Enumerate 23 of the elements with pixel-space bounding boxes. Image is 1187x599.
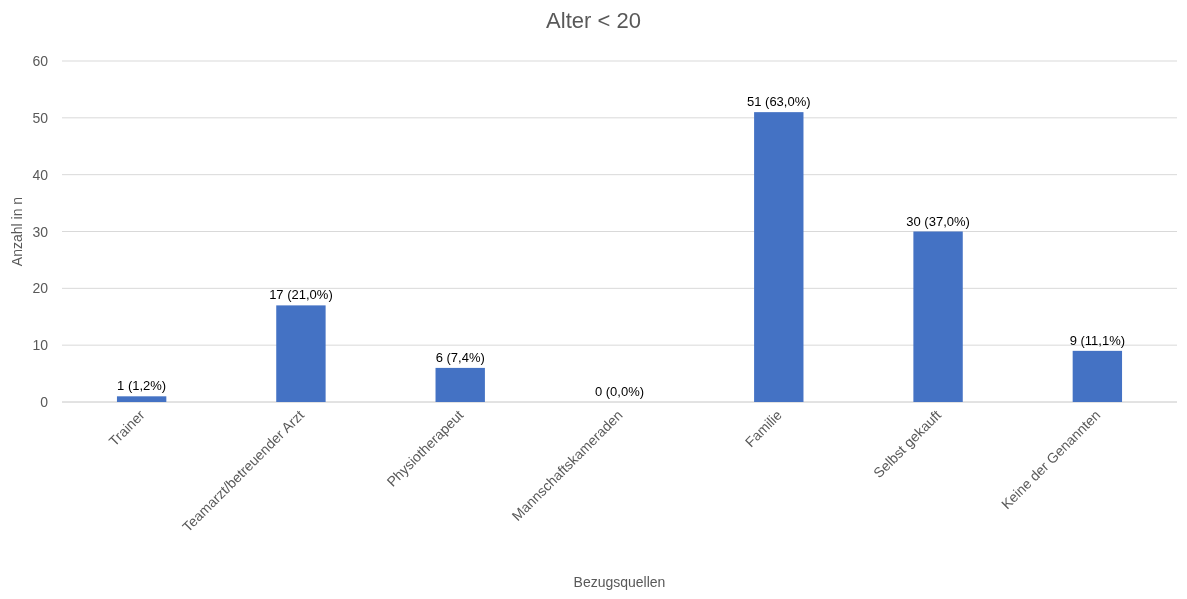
y-tick-label: 50 xyxy=(32,109,49,126)
bar xyxy=(276,305,326,402)
y-tick-label: 0 xyxy=(40,394,49,410)
data-label: 51 (63,0%) xyxy=(746,94,811,110)
chart-title: Alter < 20 xyxy=(546,8,641,33)
data-label: 9 (11,1%) xyxy=(1069,332,1126,348)
bar xyxy=(435,367,485,402)
bar xyxy=(754,112,804,402)
bar xyxy=(116,396,167,402)
y-axis-title: Anzahl in n xyxy=(9,196,25,267)
data-label: 6 (7,4%) xyxy=(435,349,485,365)
bar xyxy=(1072,350,1123,402)
y-tick-label: 40 xyxy=(32,166,49,183)
y-tick-label: 60 xyxy=(32,53,49,69)
y-tick-label: 10 xyxy=(32,337,49,354)
y-tick-label: 30 xyxy=(32,223,49,240)
data-label: 30 (37,0%) xyxy=(906,213,970,229)
data-label: 1 (1,2%) xyxy=(117,378,167,394)
y-tick-label: 20 xyxy=(32,280,49,297)
bar xyxy=(913,231,963,402)
data-label: 0 (0,0%) xyxy=(594,384,645,399)
data-label: 17 (21,0%) xyxy=(269,287,333,303)
x-axis-title: Bezugsquellen xyxy=(573,574,666,590)
